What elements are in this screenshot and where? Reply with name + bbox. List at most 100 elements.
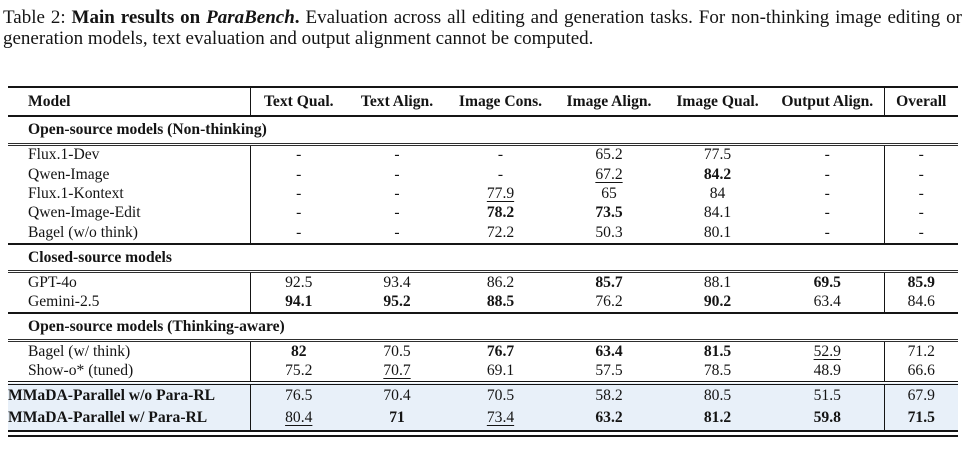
metric-cell: 77.5 [703, 146, 732, 164]
metric-cell: - [394, 223, 400, 241]
metric-cell: 88.5 [486, 292, 515, 310]
metric-cell: 71 [347, 407, 447, 431]
column-header-overall: Overall [884, 86, 958, 118]
metric-cell: - [771, 203, 885, 224]
model-name: Qwen-Image [8, 165, 251, 185]
metric-cell: 80.1 [703, 223, 732, 241]
caption-title-italic: ParaBench [206, 7, 295, 28]
metric-cell: 85.7 [595, 273, 623, 291]
header-row: Model Text Qual. Text Align. Image Cons.… [8, 86, 958, 118]
metric-cell: 85.9 [907, 273, 935, 291]
metric-cell: 81.2 [664, 407, 771, 431]
metric-cell: 63.4 [595, 342, 623, 360]
metric-cell: 51.5 [771, 383, 885, 408]
metric-cell: 78.2 [486, 204, 515, 222]
model-name: Show-o* (tuned) [8, 361, 251, 386]
metric-cell: 52.9 [771, 340, 885, 362]
column-header-image-qual: Image Qual. [664, 86, 771, 118]
metric-cell: 71.2 [907, 342, 935, 360]
section-header: Open-source models (Thinking-aware) [8, 311, 958, 343]
metric-cell: - [771, 165, 885, 185]
table-row: GPT-4o 92.5 93.4 86.2 85.7 88.1 69.5 85.… [8, 271, 958, 293]
metric-cell: - [918, 223, 924, 241]
metric-cell: - [918, 185, 924, 202]
metric-cell: 70.4 [347, 383, 447, 408]
table-row: Qwen-Image-Edit - - 78.2 73.5 84.1 - - [8, 203, 958, 224]
table-row: Flux.1-Dev - - - 65.2 77.5 - - [8, 144, 958, 166]
metric-cell: 81.5 [703, 342, 732, 360]
table-row-highlighted: MMaDA-Parallel w/ Para-RL 80.4 71 73.4 6… [8, 407, 958, 431]
model-name: Bagel (w/ think) [8, 340, 251, 362]
metric-cell: 63.4 [771, 292, 885, 313]
metric-cell: 76.5 [250, 383, 347, 408]
column-header-output-align: Output Align. [771, 86, 885, 118]
metric-cell: - [296, 146, 302, 164]
metric-cell: - [497, 165, 504, 183]
metric-cell: - [394, 185, 400, 202]
metric-cell: - [918, 165, 924, 183]
model-name: Flux.1-Dev [8, 144, 251, 166]
metric-cell: 82 [290, 342, 307, 360]
caption-body: Evaluation across all editing and genera… [3, 7, 963, 50]
model-name: GPT-4o [8, 271, 251, 293]
metric-cell: 94.1 [285, 292, 313, 310]
metric-cell: 90.2 [703, 292, 732, 310]
metric-cell: - [296, 204, 302, 222]
metric-cell: 77.9 [486, 185, 515, 202]
metric-cell: 72.2 [486, 223, 515, 241]
section-header-row: Open-source models (Thinking-aware) [8, 311, 958, 343]
metric-cell: 84.1 [703, 204, 732, 222]
metric-cell: 71.5 [884, 407, 958, 431]
metric-cell: 58.2 [554, 383, 664, 408]
metric-cell: 84.2 [703, 165, 732, 183]
metric-cell: 50.3 [595, 223, 623, 241]
section-header-row: Open-source models (Non-thinking) [8, 115, 958, 146]
caption-title: Main results on [71, 7, 207, 28]
metric-cell: - [771, 184, 885, 204]
column-header-image-align: Image Align. [554, 86, 664, 118]
metric-cell: 78.5 [664, 361, 771, 386]
caption-label: Table 2: [3, 7, 72, 28]
metric-cell: 73.5 [595, 204, 623, 222]
metric-cell: - [918, 204, 924, 222]
column-header-model: Model [8, 86, 251, 118]
metric-cell: 70.5 [447, 383, 554, 408]
results-table-wrapper: Model Text Qual. Text Align. Image Cons.… [8, 85, 958, 437]
metric-cell: 48.9 [771, 361, 885, 386]
metric-cell: 86.2 [486, 273, 515, 291]
section-header-row: Closed-source models [8, 242, 958, 274]
table-row: Show-o* (tuned) 75.2 70.7 69.1 57.5 78.5… [8, 361, 958, 386]
metric-cell: 84.6 [907, 292, 935, 310]
metric-cell: 70.5 [383, 342, 411, 360]
table-row: Qwen-Image - - - 67.2 84.2 - - [8, 165, 958, 185]
metric-cell: 59.8 [771, 407, 885, 431]
metric-cell: - [771, 144, 885, 166]
table-row: Gemini-2.5 94.1 95.2 88.5 76.2 90.2 63.4… [8, 292, 958, 313]
metric-cell: 73.4 [447, 407, 554, 431]
metric-cell: 80.4 [250, 407, 347, 431]
metric-cell: 69.5 [771, 271, 885, 293]
metric-cell: 70.7 [347, 361, 447, 386]
metric-cell: - [394, 165, 400, 183]
metric-cell: 76.2 [595, 292, 623, 310]
metric-cell: - [497, 146, 504, 164]
model-name: Flux.1-Kontext [8, 184, 251, 204]
table-row-highlighted: MMaDA-Parallel w/o Para-RL 76.5 70.4 70.… [8, 383, 958, 408]
model-name: MMaDA-Parallel w/o Para-RL [8, 383, 251, 408]
results-table: Model Text Qual. Text Align. Image Cons.… [8, 85, 958, 432]
metric-cell: 80.5 [664, 383, 771, 408]
metric-cell: - [296, 165, 302, 183]
model-name: Bagel (w/o think) [8, 223, 251, 244]
metric-cell: - [394, 204, 400, 222]
metric-cell: 88.1 [703, 273, 732, 291]
metric-cell: 67.9 [884, 383, 958, 408]
metric-cell: 84 [709, 185, 726, 202]
caption-title-period: . [294, 7, 306, 28]
section-header: Closed-source models [8, 242, 958, 274]
model-name: Qwen-Image-Edit [8, 203, 251, 224]
metric-cell: - [394, 146, 400, 164]
column-header-text-align: Text Align. [347, 86, 447, 118]
model-name: MMaDA-Parallel w/ Para-RL [8, 407, 251, 431]
model-name: Gemini-2.5 [8, 292, 251, 313]
metric-cell: 57.5 [554, 361, 664, 386]
